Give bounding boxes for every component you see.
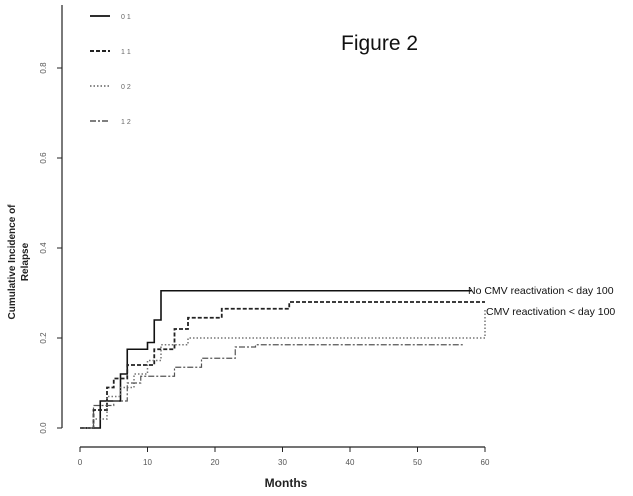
chart-title: Figure 2 <box>341 32 418 55</box>
legend-label: 0 2 <box>121 84 131 91</box>
series-line-1 <box>80 289 472 429</box>
y-tick-label: 0.8 <box>39 62 48 74</box>
x-tick-label: 0 <box>78 458 83 467</box>
y-tick-label: 0.6 <box>39 152 48 164</box>
series-group <box>80 289 486 429</box>
y-axis-title: Cumulative Incidence of Relapse <box>7 204 31 320</box>
legend-label: 1 1 <box>121 49 131 56</box>
y-tick-label: 0.2 <box>39 332 48 344</box>
x-axis: 0 10 20 30 40 50 60 <box>78 446 490 467</box>
series-line-3 <box>80 308 486 429</box>
legend-label: 0 1 <box>121 14 131 21</box>
legend-label: 1 2 <box>121 119 131 126</box>
y-axis-title-line2: Relapse <box>20 242 31 281</box>
x-tick-label: 60 <box>481 458 490 467</box>
y-axis-title-line1: Cumulative Incidence of <box>7 204 18 320</box>
x-tick-label: 40 <box>346 458 355 467</box>
y-tick-label: 0.0 <box>39 422 48 434</box>
legend: 0 1 1 1 0 2 1 2 <box>90 14 131 126</box>
y-axis: 0.0 0.2 0.4 0.6 0.8 <box>39 5 63 434</box>
x-axis-title: Months <box>265 476 308 490</box>
x-tick-label: 30 <box>278 458 287 467</box>
series-line-2 <box>80 301 485 429</box>
annotation-no-cmv: No CMV reactivation < day 100 <box>468 285 614 297</box>
series-line-4 <box>80 344 465 429</box>
x-tick-label: 20 <box>211 458 220 467</box>
x-tick-label: 50 <box>413 458 422 467</box>
annotation-cmv: CMV reactivation < day 100 <box>486 306 615 318</box>
x-tick-label: 10 <box>143 458 152 467</box>
y-tick-label: 0.4 <box>39 242 48 254</box>
